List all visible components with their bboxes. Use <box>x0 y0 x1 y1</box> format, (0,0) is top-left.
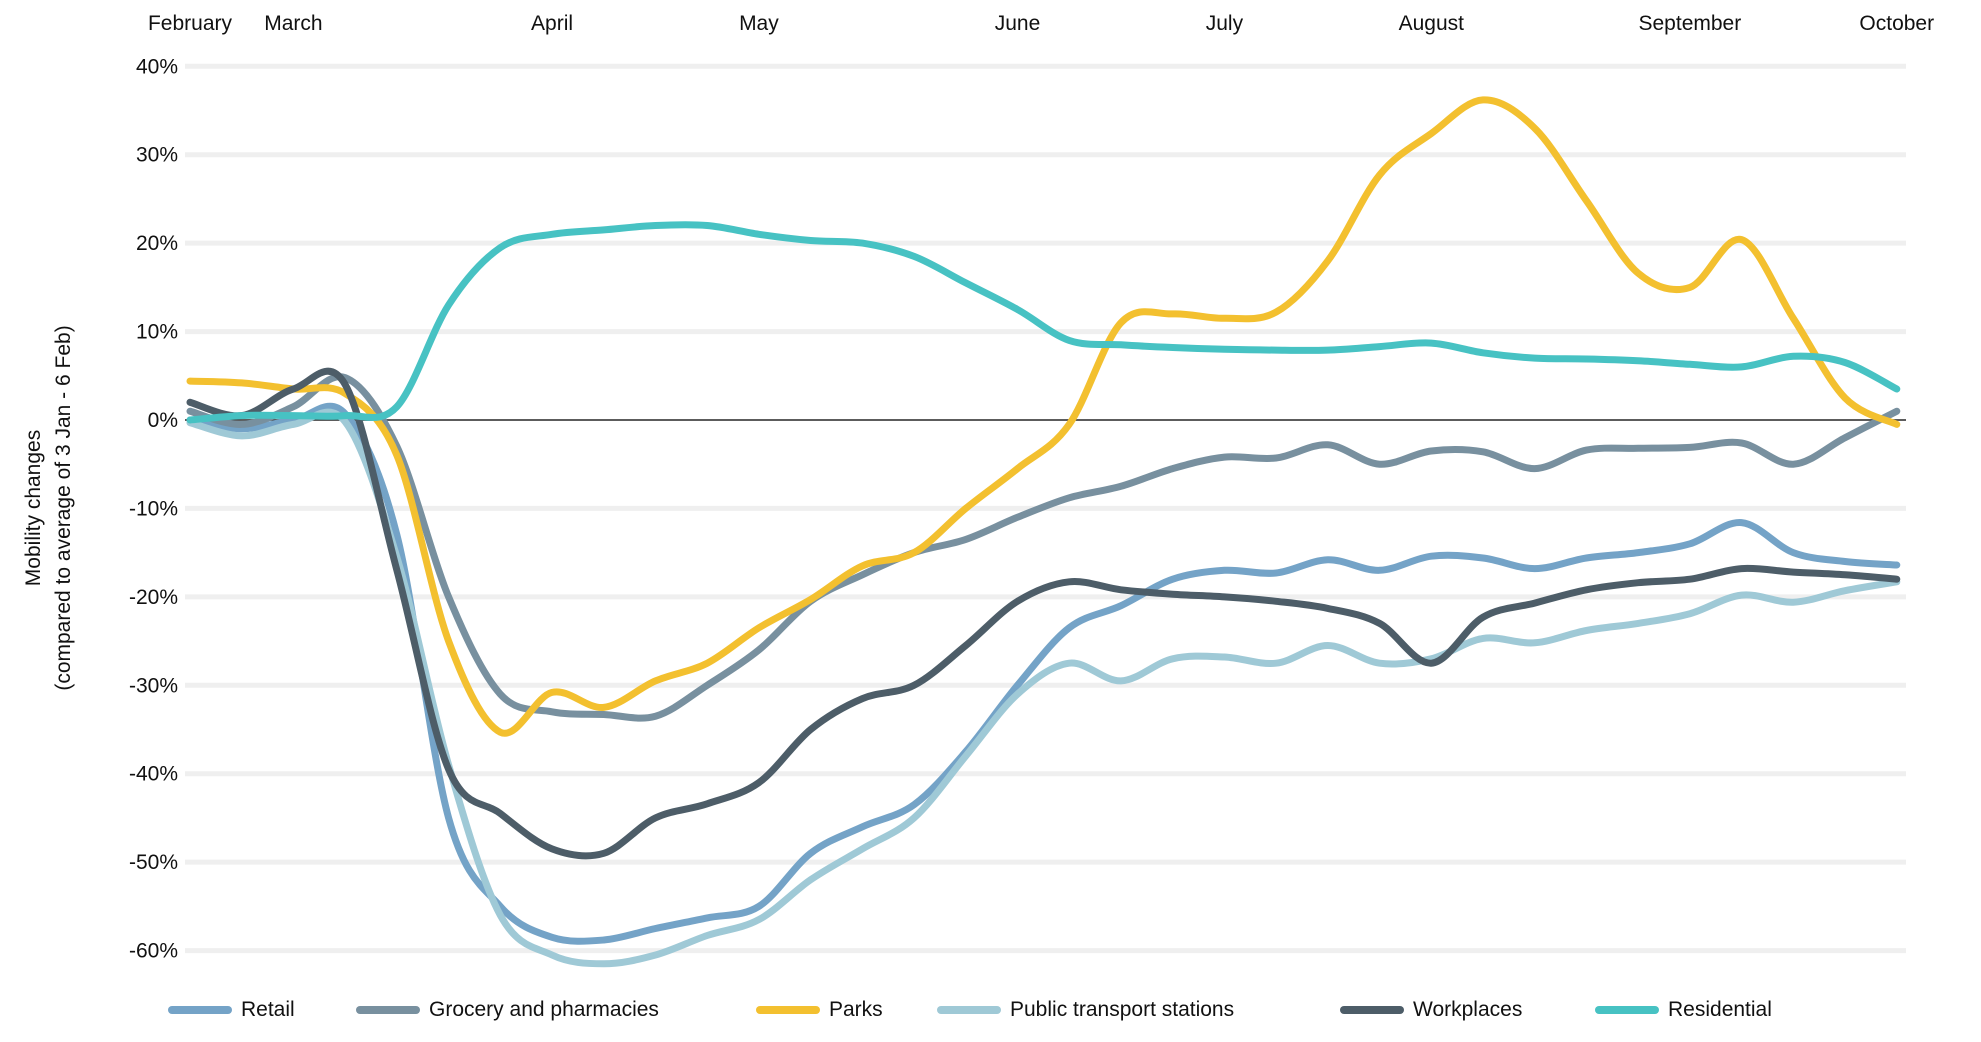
legend-swatch-icon <box>1595 1006 1659 1014</box>
y-tick-label: -20% <box>129 586 178 609</box>
month-label-june: June <box>995 12 1041 35</box>
legend-swatch-icon <box>356 1006 420 1014</box>
month-label-august: August <box>1399 12 1465 35</box>
y-tick-label: 0% <box>148 409 178 432</box>
legend-swatch-icon <box>1340 1006 1404 1014</box>
month-label-july: July <box>1206 12 1244 35</box>
y-tick-label: 30% <box>136 144 178 167</box>
legend-label: Public transport stations <box>1010 998 1235 1021</box>
series-line-public-transport-stations <box>186 408 1901 968</box>
month-label-october: October <box>1859 12 1934 35</box>
legend-item-workplaces: Workplaces <box>1340 994 1522 1026</box>
series-line-parks <box>186 96 1901 737</box>
y-axis-title-line1: Mobility changes <box>22 430 45 586</box>
legend-swatch-icon <box>168 1006 232 1014</box>
legend-item-retail: Retail <box>168 994 295 1026</box>
month-labels: February March April May June July August Septe… <box>148 12 1934 35</box>
series-line-grocery-and-pharmacies <box>186 373 1901 722</box>
y-tick-label: -60% <box>129 940 178 963</box>
y-tick-label: 10% <box>136 321 178 344</box>
month-label-april: April <box>531 12 573 35</box>
legend-item-residential: Residential <box>1595 994 1772 1026</box>
legend-label: Residential <box>1668 998 1772 1021</box>
legend-label: Parks <box>829 998 883 1021</box>
month-label-may: May <box>739 12 779 35</box>
series-lines <box>186 96 1901 968</box>
y-tick-label: 40% <box>136 55 178 78</box>
y-axis-title: Mobility changes (compared to average of… <box>22 325 75 690</box>
legend-label: Retail <box>241 998 295 1021</box>
month-label-september: September <box>1639 12 1742 35</box>
legend-label: Grocery and pharmacies <box>429 998 659 1021</box>
y-tick-label: -10% <box>129 497 178 520</box>
y-tick-label: -40% <box>129 763 178 786</box>
y-axis-title-line2: (compared to average of 3 Jan - 6 Feb) <box>52 325 75 690</box>
legend-label: Workplaces <box>1413 998 1523 1021</box>
legend-item-parks: Parks <box>756 994 883 1026</box>
y-tick-label: -30% <box>129 674 178 697</box>
series-line-residential <box>186 221 1901 424</box>
legend-swatch-icon <box>756 1006 820 1014</box>
month-label-march: March <box>264 12 322 35</box>
series-line-workplaces <box>186 367 1901 860</box>
y-tick-label: -50% <box>129 851 178 874</box>
month-label-february: February <box>148 12 233 35</box>
y-tick-label: 20% <box>136 232 178 255</box>
legend-item-public-transport-stations: Public transport stations <box>937 994 1234 1026</box>
legend-swatch-icon <box>937 1006 1001 1014</box>
y-tick-labels: 40% 30% 20% 10% 0% -10% -20% -30% -40% -50% -60% <box>129 55 178 962</box>
legend-item-grocery-and-pharmacies: Grocery and pharmacies <box>356 994 659 1026</box>
